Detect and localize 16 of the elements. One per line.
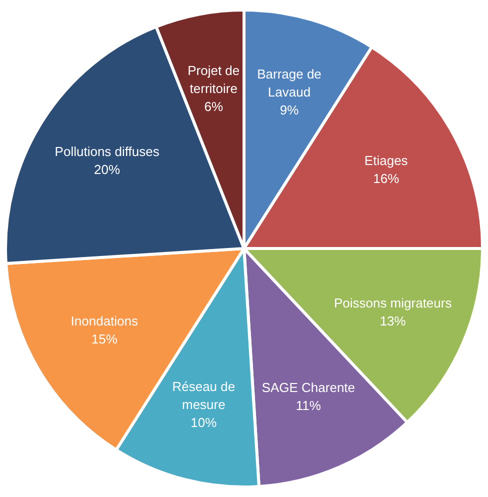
slice-label: Etiages [364, 152, 408, 168]
data-label: 6% [204, 98, 224, 114]
data-label: 15% [91, 332, 118, 347]
data-label: 20% [94, 162, 121, 178]
slice-label: Barrage de Lavaud [257, 66, 322, 100]
slice-label: Pollutions diffuses [54, 144, 160, 160]
slice-label: Projet de territoire [188, 62, 240, 96]
data-label: 13% [380, 313, 406, 328]
data-label: 16% [373, 170, 400, 186]
data-label: 9% [280, 102, 300, 118]
data-label: 11% [296, 398, 322, 413]
slice-label: Réseau de mesure [172, 379, 236, 412]
slice-label: SAGE Charente [262, 380, 356, 395]
slice-label: Inondations [70, 314, 139, 329]
data-label: 10% [190, 415, 218, 430]
slice-label: Poissons migrateurs [334, 295, 452, 310]
